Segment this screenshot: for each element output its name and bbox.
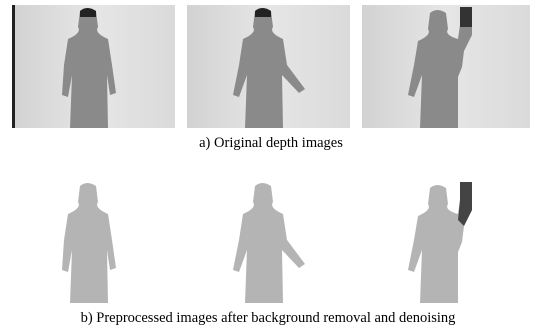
processed-image — [187, 180, 350, 303]
depth-image — [187, 5, 350, 128]
caption: a) Original depth images — [199, 135, 343, 151]
figure: a) Original depth images b) Preprocessed… — [0, 0, 543, 331]
caption: b) Preprocessed images after background … — [81, 310, 456, 326]
processed-image — [12, 180, 175, 303]
page: a) Original depth images b) Preprocessed… — [0, 0, 543, 331]
hand — [460, 7, 472, 27]
edge — [12, 5, 15, 128]
depth-image — [12, 5, 175, 128]
processed-image — [362, 180, 530, 303]
depth-image — [362, 5, 530, 128]
